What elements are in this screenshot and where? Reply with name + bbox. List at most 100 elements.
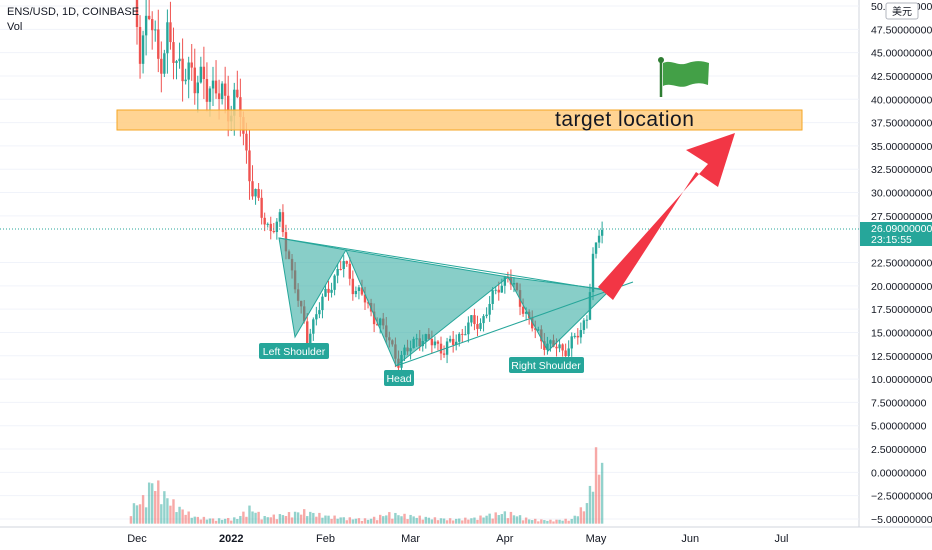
volume-bar [540,519,543,524]
price-tick-label: 17.50000000 [871,304,932,316]
volume-bar [579,507,583,524]
candle-body [531,317,534,329]
candle-body [339,269,342,271]
volume-bar [433,517,437,524]
currency-badge-text: 美元 [892,5,912,18]
candle-body [157,29,160,59]
countdown-value: 23:15:55 [871,234,912,246]
volume-bar [287,512,291,524]
volume-bar [227,517,230,524]
candle-body [436,341,440,344]
volume-bar [260,519,263,524]
price-axis[interactable]: 50.0000000047.5000000045.0000000042.5000… [871,1,932,526]
volume-bar [360,520,364,524]
volume-bar [336,518,339,524]
right-shoulder-triangle [507,276,612,352]
volume-bar [157,480,160,524]
candle-body [479,323,482,329]
symbol-title[interactable]: ENS/USD, 1D, COINBASE [7,6,140,18]
candle-body [567,348,570,357]
volume-bar [160,504,163,524]
candle-body [464,334,467,336]
candle-body [181,58,184,82]
volume-bar [321,517,324,524]
volume-bar [348,517,351,524]
time-axis[interactable]: Dec 2022 Feb Mar Apr May Jun Jul [127,533,788,545]
time-tick-label: 2022 [219,533,243,545]
volume-bar [388,512,391,524]
volume-bar [448,518,452,524]
candle-body [321,296,324,311]
volume-bar [178,506,181,524]
volume-bar [570,518,573,524]
volume-bar [445,520,449,524]
volume-bar [147,482,151,524]
volume-bar [151,483,154,524]
candle-body [524,311,528,314]
volume-bar [272,514,275,524]
volume-bar [509,511,513,524]
candle-body [482,316,485,324]
candle-body [169,22,172,43]
volume-bar [573,515,576,524]
volume-bar [461,520,464,524]
candle-body [360,287,364,295]
candle-body [141,35,145,64]
volume-bar [324,515,327,524]
candle-body [163,53,166,74]
volume-bar [403,513,406,524]
label-head: Head [384,370,414,386]
volume-bar [458,518,461,524]
candle-body [503,277,507,286]
candle-body [324,288,327,297]
price-tick-label: 5.00000000 [871,421,927,433]
volume-bar [245,516,248,524]
volume-bar [193,516,196,524]
time-tick-label: Apr [496,533,513,545]
volume-bar [585,503,589,524]
candle-body [266,223,269,225]
volume-bar [485,515,488,524]
currency-badge[interactable]: 美元 [885,2,919,20]
price-tick-label: 10.00000000 [871,374,932,386]
volume-bar [555,519,558,524]
price-tick-label: 32.50000000 [871,164,932,176]
candle-body [363,294,367,303]
head-triangle [345,249,510,367]
candle-body [278,212,282,222]
volume-bar [327,515,330,524]
volume-bar [488,513,491,524]
label-left-shoulder: Left Shoulder [259,343,329,359]
price-tick-label: 47.50000000 [871,24,932,36]
candle-body [439,343,443,354]
price-tick-label: 0.00000000 [871,467,927,479]
candle-body [257,188,260,198]
candle-body [570,336,573,349]
current-price-badge-box [860,222,932,246]
volume-bar [464,517,467,524]
candle-body [178,58,181,62]
volume-bar [531,520,534,524]
label-left-shoulder-box [259,343,329,359]
price-tick-label: 2.50000000 [871,444,927,456]
price-tick-label: 42.50000000 [871,71,932,83]
volume-bar [366,519,370,524]
volume-bar [199,519,203,524]
volume-bar [455,518,458,524]
volume-bar [372,516,376,524]
candle-body [451,338,455,345]
volume-bar [597,474,601,524]
volume-bar [354,518,358,524]
volume-bar [385,515,388,524]
volume-label[interactable]: Vol [7,21,23,33]
candle-body [348,263,351,279]
candle-body [494,289,497,291]
volume-bar [421,519,424,524]
candle-body [144,15,148,36]
volume-bar [233,517,236,524]
candle-body [193,67,196,94]
candle-body [248,150,251,182]
candle-body [239,97,242,118]
volume-bar [412,516,415,524]
target-location-label: target location [555,108,694,131]
